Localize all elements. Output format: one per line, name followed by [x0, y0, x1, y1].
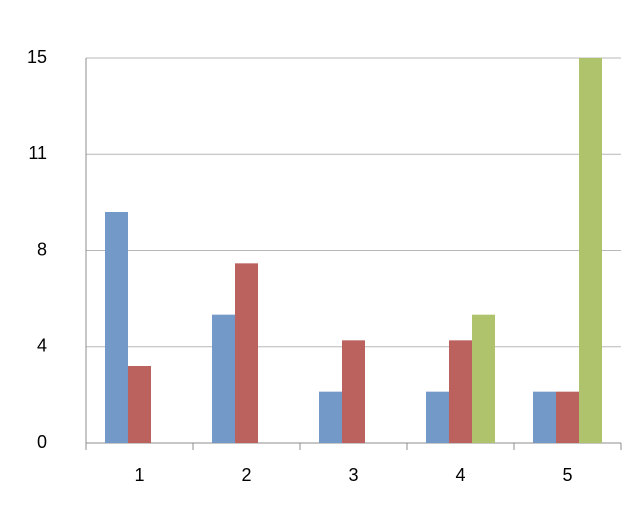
y-tick-label: 15	[27, 47, 47, 67]
bar	[234, 263, 259, 443]
x-tick-label: 4	[455, 465, 465, 485]
bar	[318, 391, 342, 443]
bar	[448, 340, 473, 443]
bar	[472, 314, 496, 443]
bar	[425, 391, 449, 443]
y-tick-label: 4	[37, 336, 47, 356]
bar	[104, 212, 128, 443]
bar	[532, 391, 556, 443]
x-tick-label: 1	[134, 465, 144, 485]
bar	[211, 314, 235, 443]
bar	[555, 391, 580, 443]
y-tick-label: 11	[28, 143, 47, 163]
x-tick-label: 3	[348, 465, 358, 485]
y-tick-label: 0	[37, 432, 47, 452]
bar	[579, 58, 603, 443]
bar	[341, 340, 366, 443]
y-tick-label: 8	[37, 239, 47, 259]
x-tick-label: 2	[241, 465, 251, 485]
bar	[127, 366, 152, 443]
x-tick-label: 5	[562, 465, 572, 485]
